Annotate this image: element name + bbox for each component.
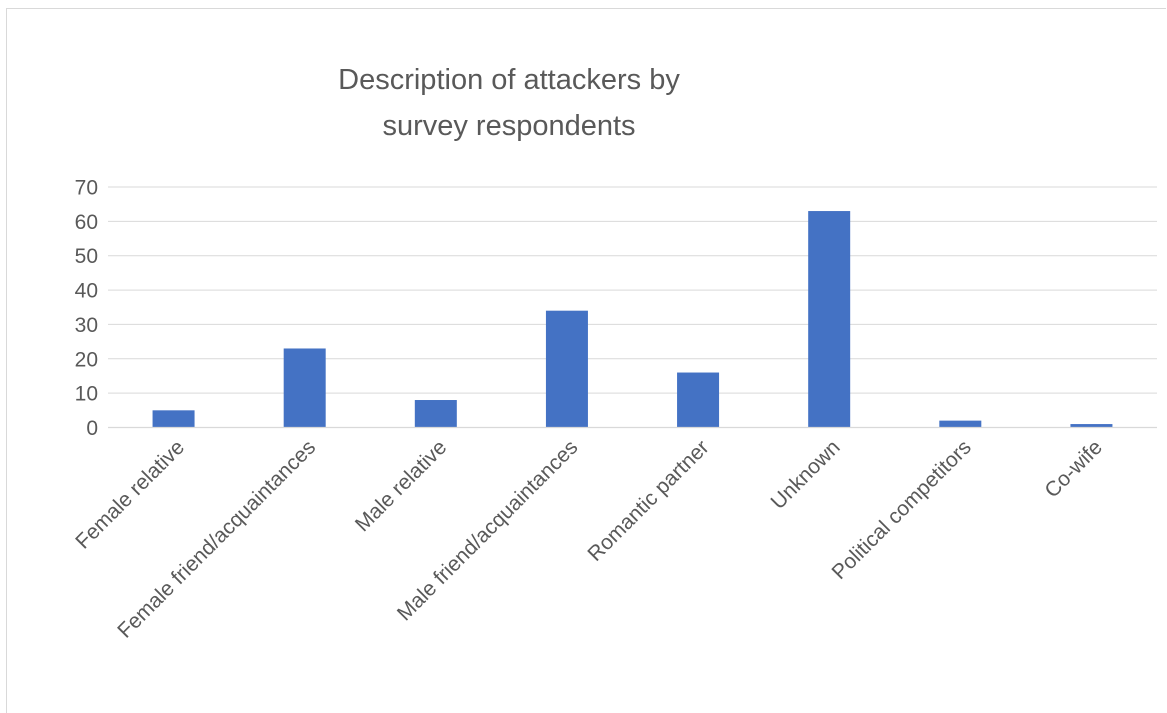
x-category-label: Romantic partner	[583, 436, 713, 566]
x-category-label: Co-wife	[1040, 436, 1107, 503]
x-category-label: Female relative	[71, 436, 189, 554]
bar-8	[1070, 424, 1113, 428]
x-category-label: Male relative	[351, 436, 451, 536]
bars	[152, 211, 1113, 428]
bar-4	[545, 310, 588, 428]
y-tick-label: 20	[75, 348, 98, 371]
y-tick-label: 40	[75, 280, 98, 303]
bar-2	[283, 348, 326, 428]
y-tick-label: 0	[86, 417, 98, 440]
gridlines	[108, 186, 1157, 394]
bar-3	[414, 400, 457, 428]
chart-frame	[6, 8, 1166, 713]
y-tick-label: 70	[75, 177, 98, 200]
bar-1	[152, 410, 195, 428]
x-category-label: Political competitors	[828, 436, 976, 584]
y-tick-label: 50	[75, 245, 98, 268]
y-axis-tick-labels: 0 10 20 30 40 50 60 70	[75, 177, 98, 441]
x-category-label: Unknown	[767, 436, 845, 514]
chart-title-line-2: survey respondents	[382, 110, 635, 142]
chart-title: Description of attackers by survey respo…	[338, 64, 680, 142]
y-tick-label: 10	[75, 383, 98, 406]
bar-6	[808, 211, 851, 428]
chart-title-line-1: Description of attackers by	[338, 64, 680, 96]
y-tick-label: 60	[75, 211, 98, 234]
y-tick-label: 30	[75, 314, 98, 337]
bar-7	[939, 420, 982, 428]
bar-5	[677, 372, 720, 428]
